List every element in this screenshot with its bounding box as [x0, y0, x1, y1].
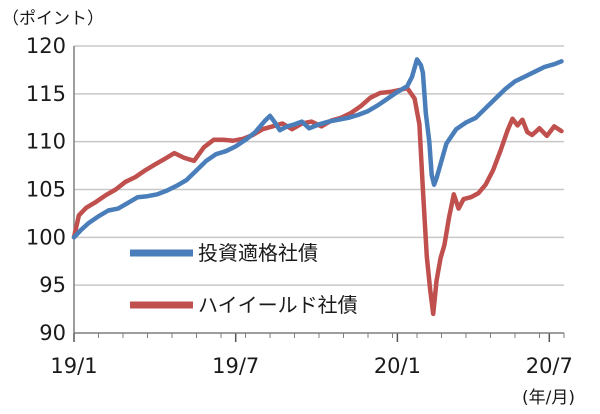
y-tick-label: 110	[26, 130, 66, 154]
x-tick-label: 19/1	[50, 354, 97, 378]
legend-label: 投資適格社債	[198, 241, 318, 265]
series-line-high-yield	[71, 85, 564, 317]
y-tick-label: 120	[26, 34, 66, 58]
y-axis-ticks: 90 95 100 105 110 115 120	[26, 34, 66, 345]
gridlines	[74, 45, 564, 286]
series-line-investment-grade	[71, 57, 564, 240]
plot-frame	[73, 46, 565, 342]
x-axis-ticks: 19/1 19/7 20/1 20/7	[50, 354, 572, 378]
x-tick-label: 20/7	[526, 354, 573, 378]
y-axis-unit-label: （ポイント）	[2, 9, 104, 29]
y-tick-label: 105	[26, 178, 66, 202]
y-tick-label: 115	[26, 82, 66, 106]
x-tick-label: 20/1	[374, 354, 421, 378]
y-tick-label: 100	[26, 225, 66, 249]
x-tick-label: 19/7	[212, 354, 259, 378]
y-tick-label: 90	[39, 321, 66, 345]
x-axis-unit-label: (年/月)	[522, 388, 575, 408]
y-tick-label: 95	[39, 273, 66, 297]
series-lines	[71, 57, 564, 317]
legend-label: ハイイールド社債	[198, 293, 358, 317]
